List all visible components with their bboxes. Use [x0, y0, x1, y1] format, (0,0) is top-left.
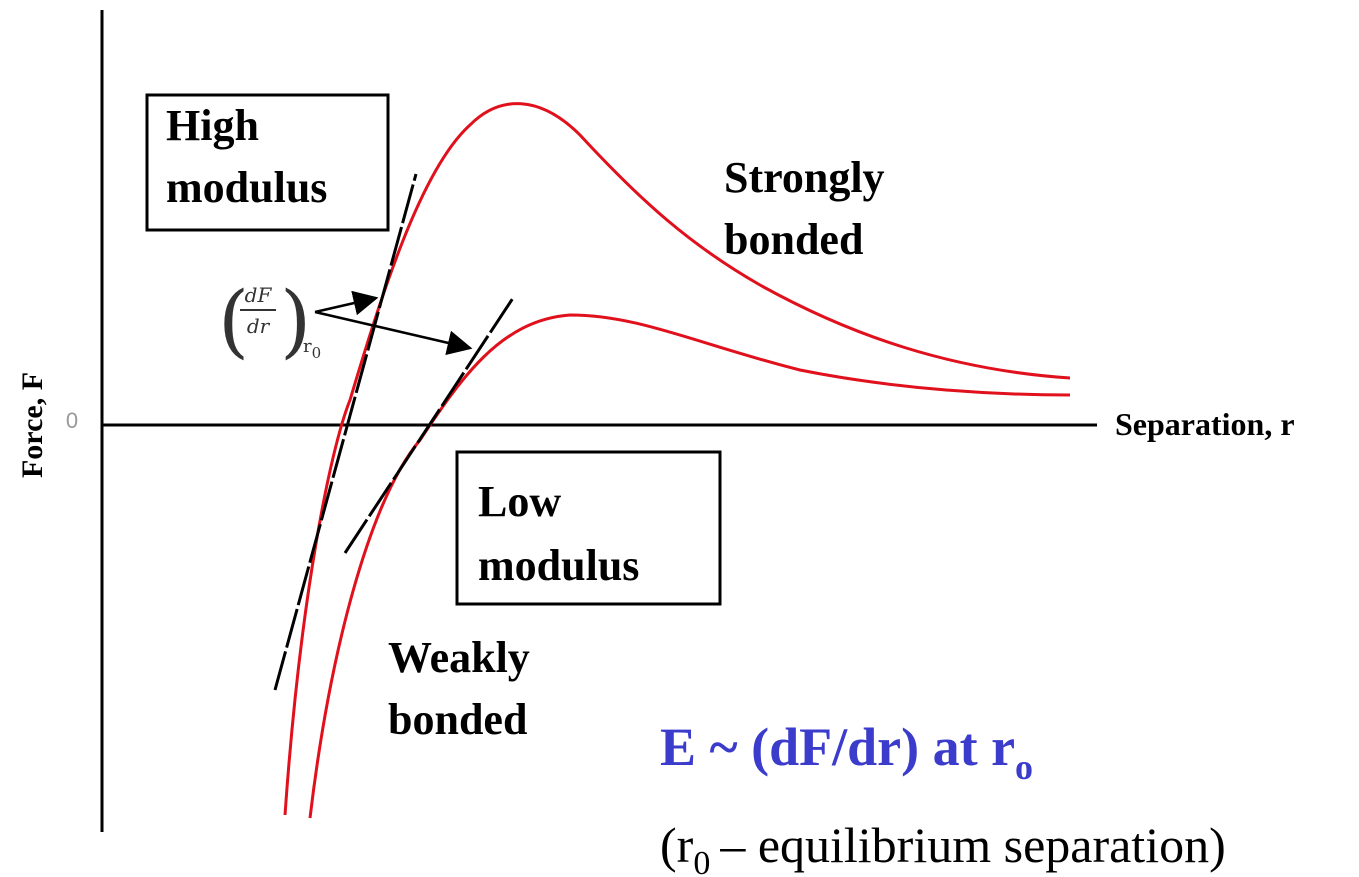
low-modulus-box	[455, 450, 722, 606]
note-open: (r	[660, 817, 694, 873]
slope-subscript: r0	[303, 336, 321, 362]
note: (r0 – equilibrium separation)	[660, 817, 1226, 877]
slope-sub-r: r	[303, 336, 312, 357]
x-axis-label: Separation, r	[1115, 406, 1295, 442]
slope-sub-index: 0	[312, 344, 322, 362]
bracket: (	[218, 274, 249, 367]
y-axis-label: Force, F	[16, 372, 49, 478]
tangent-weak	[343, 297, 515, 554]
slope-denominator: dr	[247, 314, 271, 338]
strong-curve	[283, 102, 1071, 816]
slope-numerator: dF	[245, 283, 273, 307]
equation-main: E ~ (dF/dr) at r	[660, 717, 1015, 777]
box-label: modulus	[166, 163, 327, 212]
curve-label: Strongly	[724, 153, 885, 202]
high-modulus-box	[145, 93, 390, 232]
equation: E ~ (dF/dr) at ro	[660, 717, 1033, 787]
box-label: modulus	[478, 541, 639, 590]
weak-curve	[308, 313, 1071, 819]
box-label: Low	[478, 477, 561, 526]
arrow	[314, 290, 379, 316]
note-sub: 0	[693, 845, 710, 877]
note-rest: – equilibrium separation)	[719, 817, 1225, 873]
bracket: )	[280, 274, 311, 367]
tangent-strong	[273, 173, 418, 691]
curve-label: Weakly	[388, 633, 530, 682]
curve-label: bonded	[724, 215, 863, 264]
arrow	[314, 310, 473, 356]
curve-label: bonded	[388, 695, 527, 744]
equation-sub: o	[1015, 747, 1033, 787]
box-label: High	[166, 101, 259, 150]
origin-label: 0	[66, 408, 78, 433]
